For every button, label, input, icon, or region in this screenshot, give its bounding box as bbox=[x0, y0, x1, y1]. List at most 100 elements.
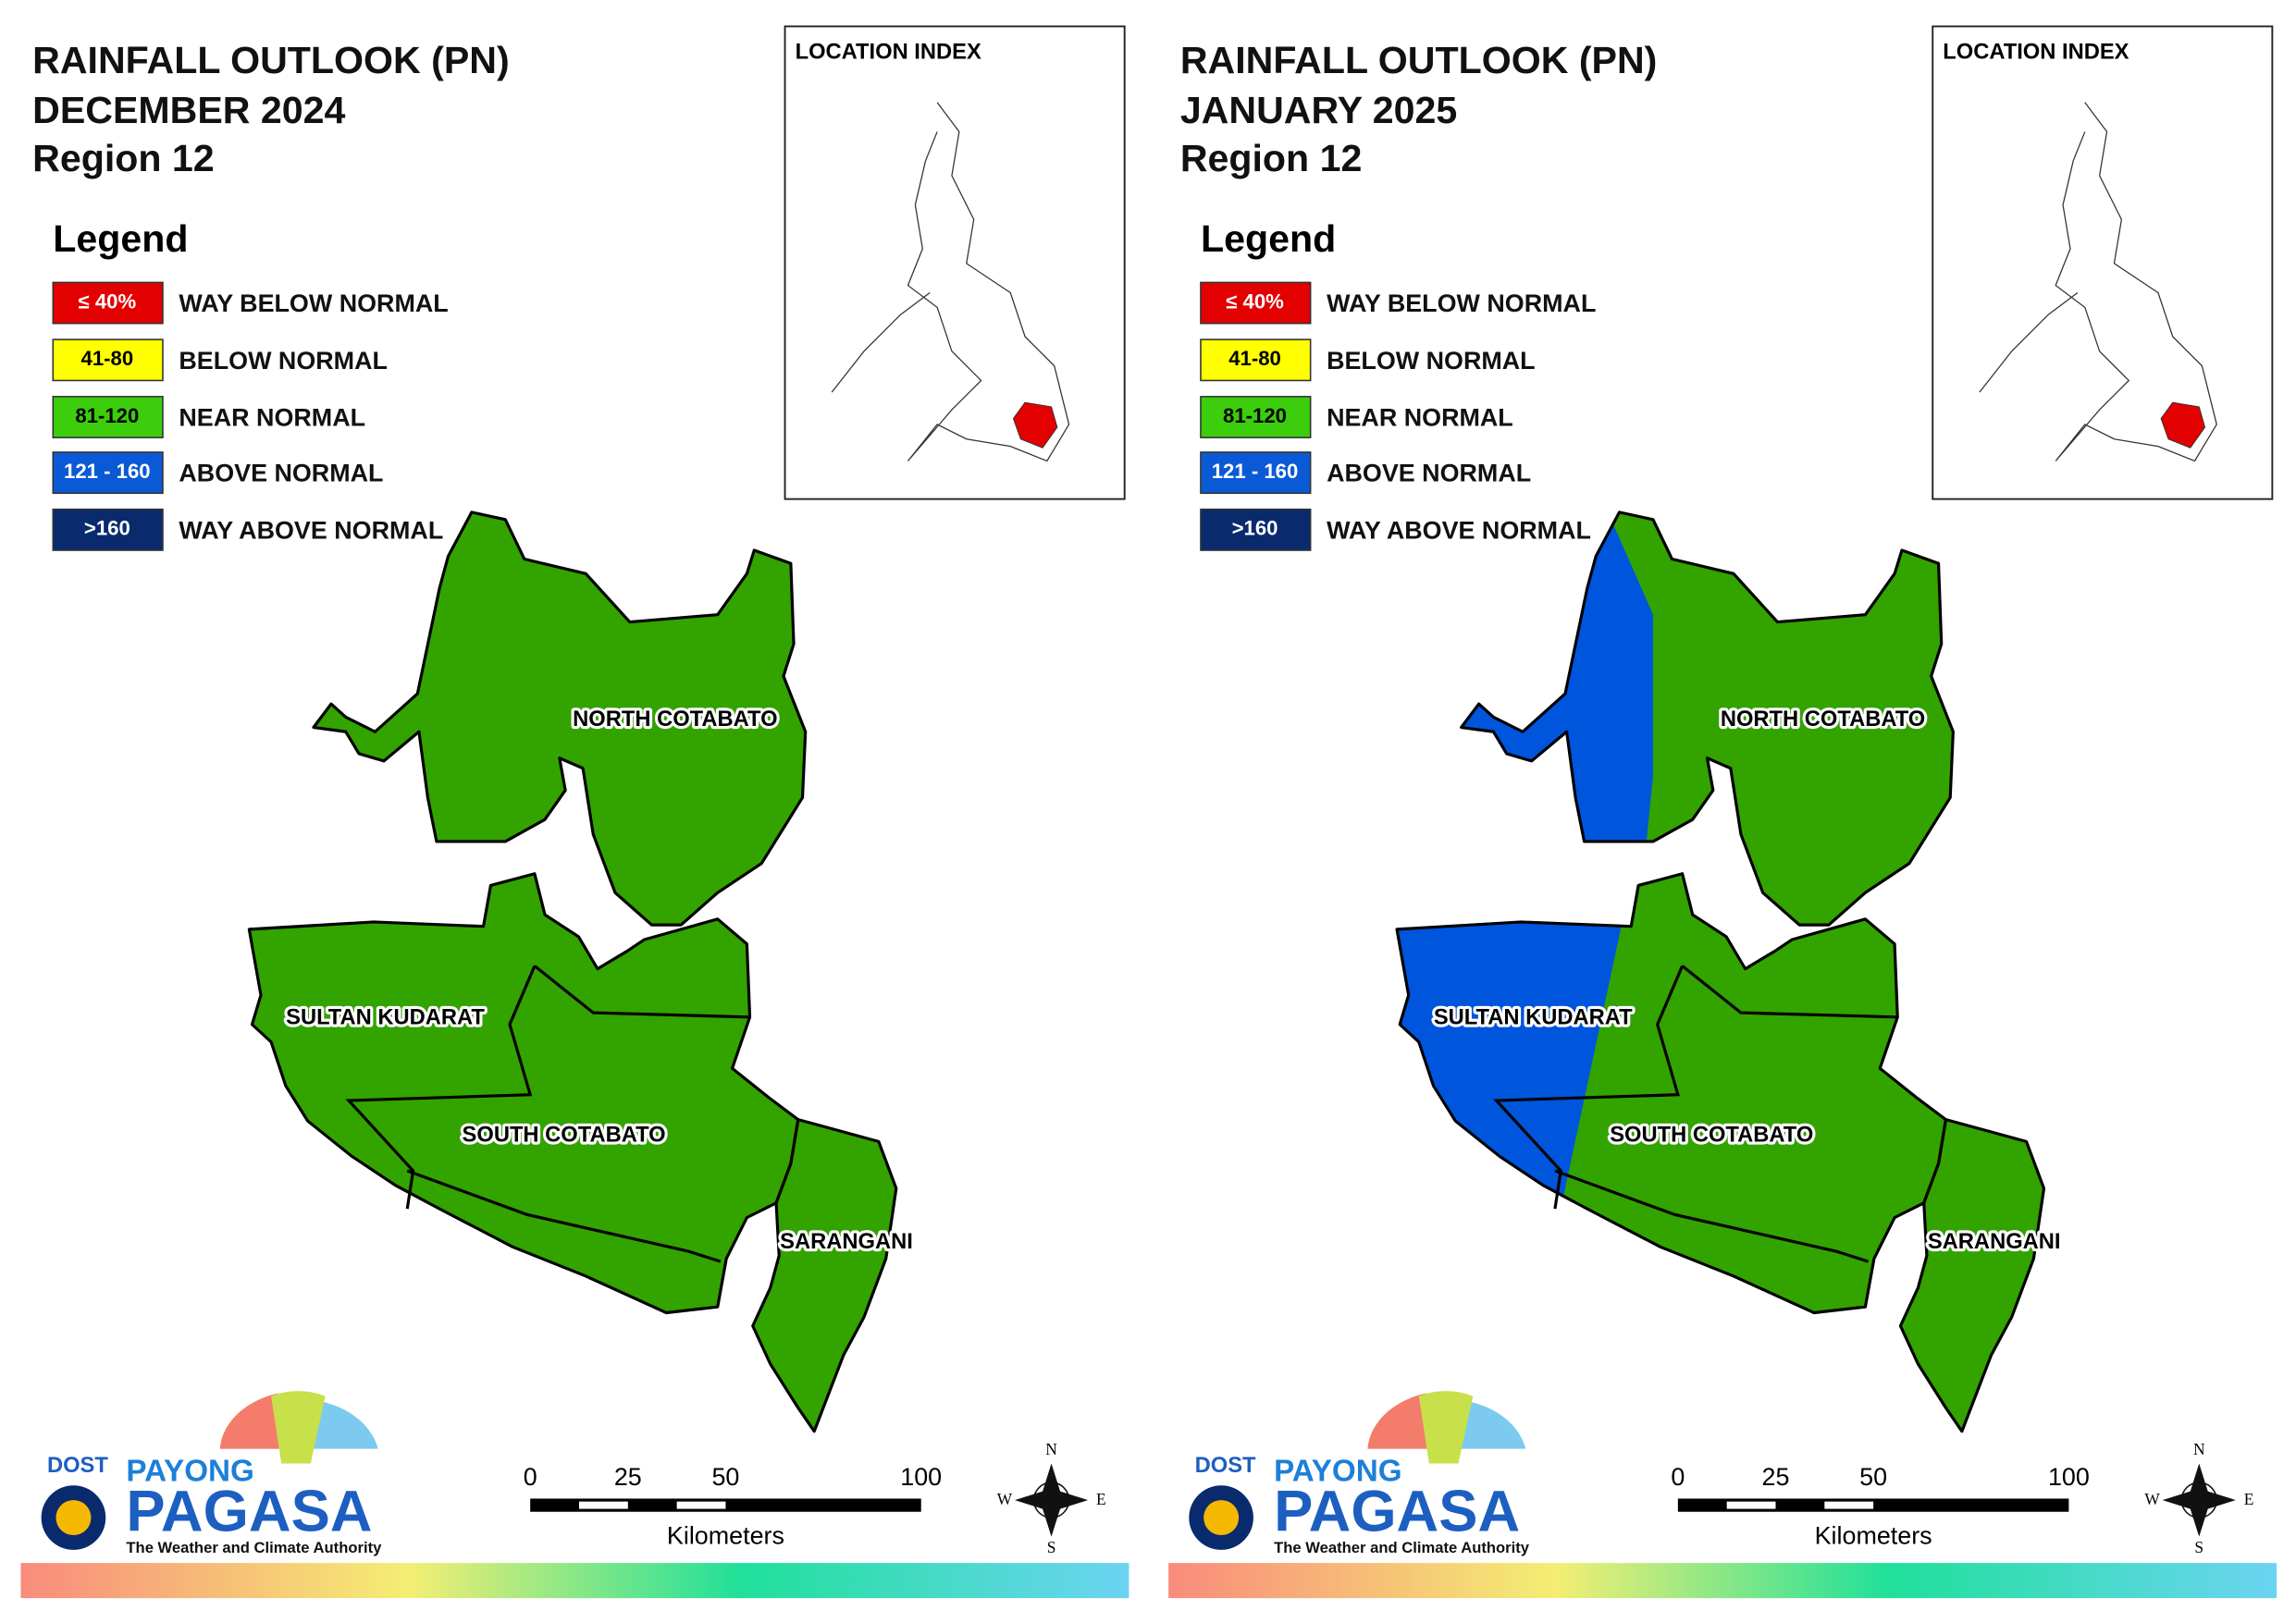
legend-swatch bbox=[52, 451, 164, 495]
palawan-outline bbox=[831, 291, 931, 393]
logo-dost: DOST bbox=[47, 1454, 108, 1478]
compass-letter: W bbox=[2144, 1490, 2160, 1508]
title-line: RAINFALL OUTLOOK (PN) bbox=[32, 39, 510, 81]
legend-swatch bbox=[52, 281, 164, 325]
panel: RAINFALL OUTLOOK (PN) DECEMBER 2024 Region… bbox=[20, 25, 1129, 1599]
palawan-outline bbox=[1979, 291, 2079, 393]
location-index-title: LOCATION INDEX bbox=[1943, 40, 2129, 64]
scale-bar-segment bbox=[578, 1501, 628, 1509]
color-band bbox=[1168, 1563, 2277, 1599]
legend-swatch bbox=[52, 338, 164, 382]
legend-swatch bbox=[1200, 338, 1312, 382]
compass-rose bbox=[1014, 1463, 1089, 1537]
province-label: SARANGANI bbox=[780, 1230, 913, 1254]
legend-swatch bbox=[1200, 281, 1312, 325]
scale-tick-label: 50 bbox=[1859, 1463, 1887, 1491]
logo-payong: PAYONG bbox=[126, 1454, 253, 1488]
legend-label: NEAR NORMAL bbox=[1327, 404, 1513, 432]
legend-label: ABOVE NORMAL bbox=[179, 460, 383, 487]
map bbox=[247, 510, 898, 1433]
scale-bar-segment bbox=[1726, 1501, 1776, 1509]
scale-tick-label: 25 bbox=[614, 1463, 642, 1491]
panel: RAINFALL OUTLOOK (PN) JANUARY 2025 Region … bbox=[1168, 25, 2277, 1599]
compass-ring bbox=[2180, 1482, 2218, 1518]
location-index-title: LOCATION INDEX bbox=[796, 40, 981, 64]
legend-range: ≤ 40% bbox=[79, 289, 137, 313]
province-border bbox=[312, 510, 808, 927]
legend-label: WAY ABOVE NORMAL bbox=[1327, 516, 1591, 544]
legend-swatch bbox=[1200, 451, 1312, 495]
compass-rose bbox=[2162, 1463, 2236, 1537]
legend-range: 81-120 bbox=[75, 404, 139, 427]
compass-letter: E bbox=[1096, 1490, 1106, 1508]
compass-ring bbox=[1032, 1482, 1070, 1518]
province-label: SARANGANI bbox=[1928, 1230, 2061, 1254]
logo-seal-inner bbox=[1204, 1500, 1240, 1536]
legend-range: 41-80 bbox=[1228, 347, 1281, 370]
scale-bar-segment bbox=[1824, 1501, 1874, 1509]
legend-label: BELOW NORMAL bbox=[1327, 347, 1536, 375]
umbrella-mid bbox=[271, 1391, 326, 1464]
location-index-frame bbox=[784, 25, 1126, 500]
logo-tagline: The Weather and Climate Authority bbox=[1274, 1539, 1530, 1556]
legend-title: Legend bbox=[1201, 217, 1336, 260]
philippines-outline bbox=[2055, 102, 2217, 462]
legend-swatch bbox=[52, 396, 164, 438]
map bbox=[1395, 510, 2046, 1433]
scale-tick-label: 0 bbox=[1671, 1463, 1685, 1491]
legend-label: WAY ABOVE NORMAL bbox=[179, 516, 443, 544]
province-label: SOUTH COTABATO bbox=[463, 1123, 666, 1147]
compass-letter: S bbox=[2194, 1538, 2203, 1556]
province-border bbox=[406, 1169, 722, 1263]
title-line: Region 12 bbox=[32, 137, 215, 179]
legend-range: ≤ 40% bbox=[1226, 289, 1284, 313]
province-border bbox=[345, 965, 537, 1210]
province-area bbox=[249, 873, 798, 1313]
scale-tick-label: 0 bbox=[524, 1463, 537, 1491]
location-index-frame bbox=[1932, 25, 2274, 500]
scale-bar-segment bbox=[676, 1501, 726, 1509]
province-label: SOUTH COTABATO bbox=[1610, 1123, 1813, 1147]
legend-swatch bbox=[1200, 508, 1312, 551]
legend-range: >160 bbox=[1232, 517, 1278, 540]
legend-label: BELOW NORMAL bbox=[179, 347, 388, 375]
logo-dost: DOST bbox=[1195, 1454, 1256, 1478]
logo-payong: PAYONG bbox=[1274, 1454, 1401, 1488]
title-line: DECEMBER 2024 bbox=[32, 89, 345, 131]
color-band bbox=[20, 1563, 1129, 1599]
title-line: Region 12 bbox=[1180, 137, 1363, 179]
philippines-outline bbox=[907, 102, 1070, 462]
legend-range: >160 bbox=[84, 517, 130, 540]
compass-letter: N bbox=[2193, 1440, 2205, 1458]
umbrella-mid bbox=[1418, 1391, 1474, 1464]
compass-letter: W bbox=[997, 1490, 1013, 1508]
province-border bbox=[751, 1118, 898, 1433]
legend-label: WAY BELOW NORMAL bbox=[179, 289, 448, 317]
compass-letter: E bbox=[2244, 1490, 2254, 1508]
title-line: JANUARY 2025 bbox=[1180, 89, 1457, 131]
province-border bbox=[533, 965, 750, 1019]
province-border bbox=[1460, 510, 1955, 927]
scale-tick-label: 100 bbox=[900, 1463, 942, 1491]
province-area bbox=[752, 1119, 896, 1432]
legend-range: 121 - 160 bbox=[1212, 460, 1299, 483]
logo-tagline: The Weather and Climate Authority bbox=[126, 1539, 382, 1556]
province-label: SULTAN KUDARAT bbox=[286, 1006, 485, 1030]
province-label: NORTH COTABATO bbox=[573, 707, 777, 732]
legend-range: 81-120 bbox=[1223, 404, 1287, 427]
province-border bbox=[1554, 1169, 1870, 1263]
province-border bbox=[1898, 1118, 2046, 1433]
logo-pagasa: PAGASA bbox=[1274, 1479, 1520, 1543]
title-line: RAINFALL OUTLOOK (PN) bbox=[1180, 39, 1658, 81]
scale-unit: Kilometers bbox=[1815, 1522, 1932, 1550]
compass-letter: S bbox=[1047, 1538, 1056, 1556]
scale-unit: Kilometers bbox=[667, 1522, 784, 1550]
legend-range: 41-80 bbox=[81, 347, 134, 370]
legend-range: 121 - 160 bbox=[64, 460, 151, 483]
province-area bbox=[313, 511, 806, 926]
scale-tick-label: 50 bbox=[711, 1463, 739, 1491]
province-area bbox=[1900, 1119, 2044, 1432]
legend-label: NEAR NORMAL bbox=[179, 404, 365, 432]
compass-letter: N bbox=[1045, 1440, 1057, 1458]
